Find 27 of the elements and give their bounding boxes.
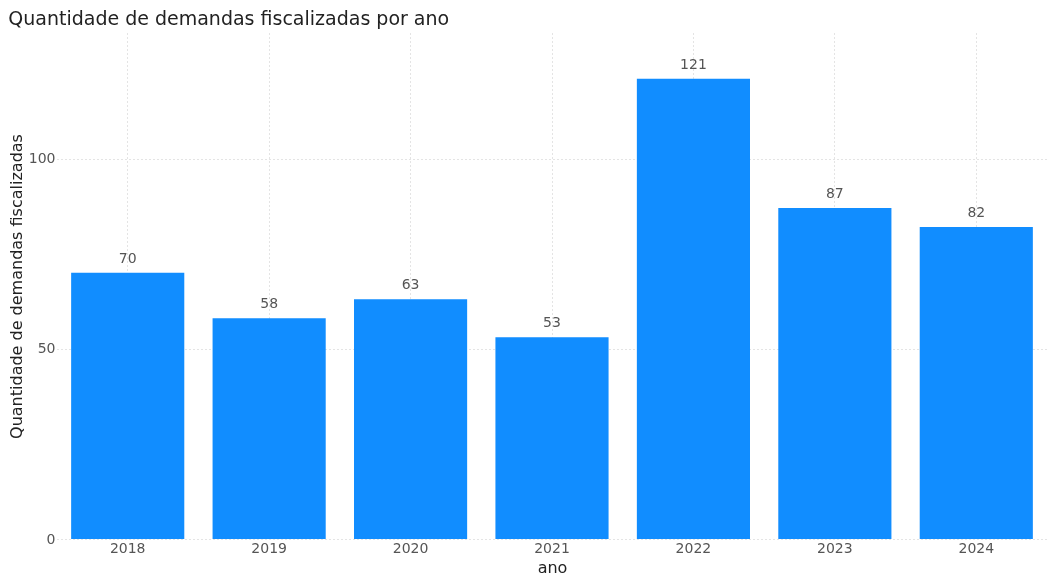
bar <box>636 78 750 539</box>
x-tick-label: 2024 <box>958 539 995 556</box>
bar <box>919 227 1033 539</box>
bar <box>71 272 185 539</box>
data-label: 53 <box>543 314 561 331</box>
x-tick-label: 2019 <box>251 539 287 556</box>
bar <box>495 337 609 539</box>
chart-title: Quantidade de demandas fiscalizadas por ano <box>8 7 450 29</box>
x-tick-label: 2021 <box>534 539 570 556</box>
y-axis-title: Quantidade de demandas fiscalizadas <box>6 134 26 439</box>
bar <box>778 208 892 539</box>
data-label: 63 <box>401 276 420 293</box>
x-tick-label: 2018 <box>109 539 146 556</box>
data-label: 82 <box>967 204 986 221</box>
data-label: 87 <box>825 185 844 202</box>
x-tick-label: 2023 <box>817 539 853 556</box>
data-label: 70 <box>118 249 137 266</box>
bar <box>212 318 326 539</box>
x-tick-label: 2022 <box>675 539 712 556</box>
y-tick-label: 50 <box>37 340 56 357</box>
y-tick-label: 100 <box>28 150 56 167</box>
x-axis-title: ano <box>537 557 568 577</box>
bar <box>354 299 468 539</box>
data-label: 121 <box>680 55 707 72</box>
y-tick-label: 0 <box>46 530 56 547</box>
data-label: 58 <box>260 295 279 312</box>
x-tick-label: 2020 <box>392 539 429 556</box>
